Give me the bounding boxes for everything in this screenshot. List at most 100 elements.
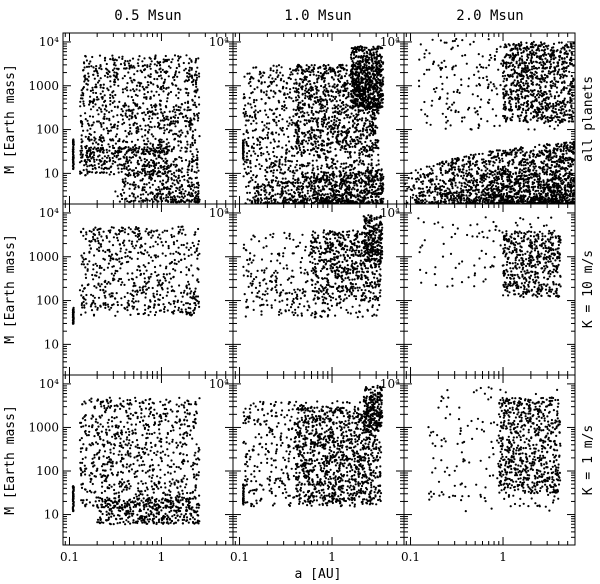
scatter-point — [113, 80, 116, 83]
scatter-point — [171, 196, 174, 199]
scatter-point — [362, 90, 365, 93]
scatter-point — [329, 146, 332, 149]
scatter-point — [312, 73, 315, 76]
scatter-point — [191, 134, 195, 137]
scatter-point — [194, 128, 197, 131]
scatter-point — [340, 162, 343, 165]
ylabel-row-1: M [Earth mass] — [3, 234, 18, 344]
scatter-point — [123, 74, 126, 78]
scatter-point — [330, 119, 333, 123]
scatter-point — [310, 181, 313, 184]
scatter-point — [370, 56, 373, 59]
scatter-point — [329, 142, 332, 145]
scatter-point — [372, 51, 375, 54]
scatter-point — [89, 89, 92, 92]
scatter-point — [365, 64, 368, 67]
scatter-point — [194, 81, 198, 84]
scatter-point — [142, 87, 145, 90]
scatter-point — [196, 150, 199, 153]
scatter-point — [137, 81, 140, 84]
scatter-point — [310, 64, 313, 67]
scatter-point — [102, 128, 105, 131]
scatter-point — [372, 133, 375, 136]
scatter-point — [119, 113, 123, 116]
scatter-point — [298, 195, 301, 198]
scatter-point — [100, 110, 103, 113]
scatter-point — [272, 90, 275, 93]
scatter-point — [72, 167, 75, 170]
scatter-point — [344, 179, 347, 182]
scatter-point — [343, 117, 346, 120]
scatter-point — [334, 71, 337, 74]
scatter-point — [381, 98, 385, 101]
scatter-point — [185, 54, 188, 57]
scatter-point — [316, 121, 319, 124]
scatter-point — [327, 183, 330, 186]
scatter-point — [297, 119, 300, 122]
scatter-point — [340, 75, 343, 78]
scatter-point — [291, 183, 294, 186]
scatter-point — [124, 153, 127, 156]
scatter-point — [130, 95, 133, 99]
scatter-point — [197, 57, 200, 60]
scatter-point — [367, 171, 370, 174]
scatter-point — [289, 67, 292, 70]
scatter-point — [195, 78, 198, 81]
scatter-point — [152, 168, 155, 172]
scatter-point — [310, 131, 313, 134]
scatter-point — [88, 160, 92, 163]
scatter-point — [161, 68, 164, 71]
scatter-point — [139, 157, 142, 160]
scatter-point — [197, 190, 200, 193]
scatter-point — [357, 163, 360, 166]
scatter-point — [262, 152, 265, 155]
scatter-point — [84, 174, 87, 177]
scatter-point — [180, 156, 183, 160]
scatter-point — [277, 180, 280, 183]
scatter-point — [107, 130, 111, 133]
scatter-point — [111, 156, 114, 160]
scatter-point — [314, 181, 317, 184]
scatter-point — [295, 89, 298, 92]
scatter-point — [274, 179, 277, 182]
scatter-point — [254, 165, 257, 168]
scatter-point — [294, 128, 297, 131]
scatter-point — [165, 138, 169, 141]
scatter-point — [158, 68, 161, 71]
scatter-point — [103, 139, 106, 142]
scatter-point — [338, 184, 341, 187]
scatter-point — [264, 136, 267, 140]
scatter-point — [188, 160, 191, 163]
scatter-point — [173, 174, 176, 177]
scatter-point — [335, 196, 338, 199]
scatter-point — [331, 141, 334, 144]
scatter-point — [84, 112, 87, 115]
scatter-point — [278, 161, 281, 165]
scatter-point — [250, 106, 253, 109]
scatter-point — [195, 70, 198, 73]
scatter-point — [332, 132, 335, 135]
scatter-point — [318, 181, 321, 184]
scatter-point — [354, 109, 357, 112]
scatter-point — [242, 133, 245, 136]
scatter-point — [156, 85, 159, 89]
scatter-point — [88, 132, 91, 135]
scatter-point — [102, 163, 105, 166]
scatter-point — [354, 90, 357, 93]
scatter-point — [296, 198, 299, 201]
scatter-point — [312, 147, 315, 150]
scatter-point — [287, 124, 290, 127]
scatter-point — [124, 180, 127, 183]
y-tick-label: 10 — [44, 166, 59, 180]
scatter-point — [118, 56, 121, 59]
scatter-point — [363, 63, 366, 66]
scatter-point — [346, 128, 349, 131]
scatter-point — [370, 164, 373, 167]
scatter-point — [97, 143, 100, 146]
scatter-point — [243, 167, 246, 170]
scatter-point — [159, 74, 162, 77]
scatter-point — [181, 131, 184, 134]
scatter-point — [310, 69, 313, 72]
scatter-point — [331, 85, 334, 88]
scatter-point — [293, 191, 296, 194]
